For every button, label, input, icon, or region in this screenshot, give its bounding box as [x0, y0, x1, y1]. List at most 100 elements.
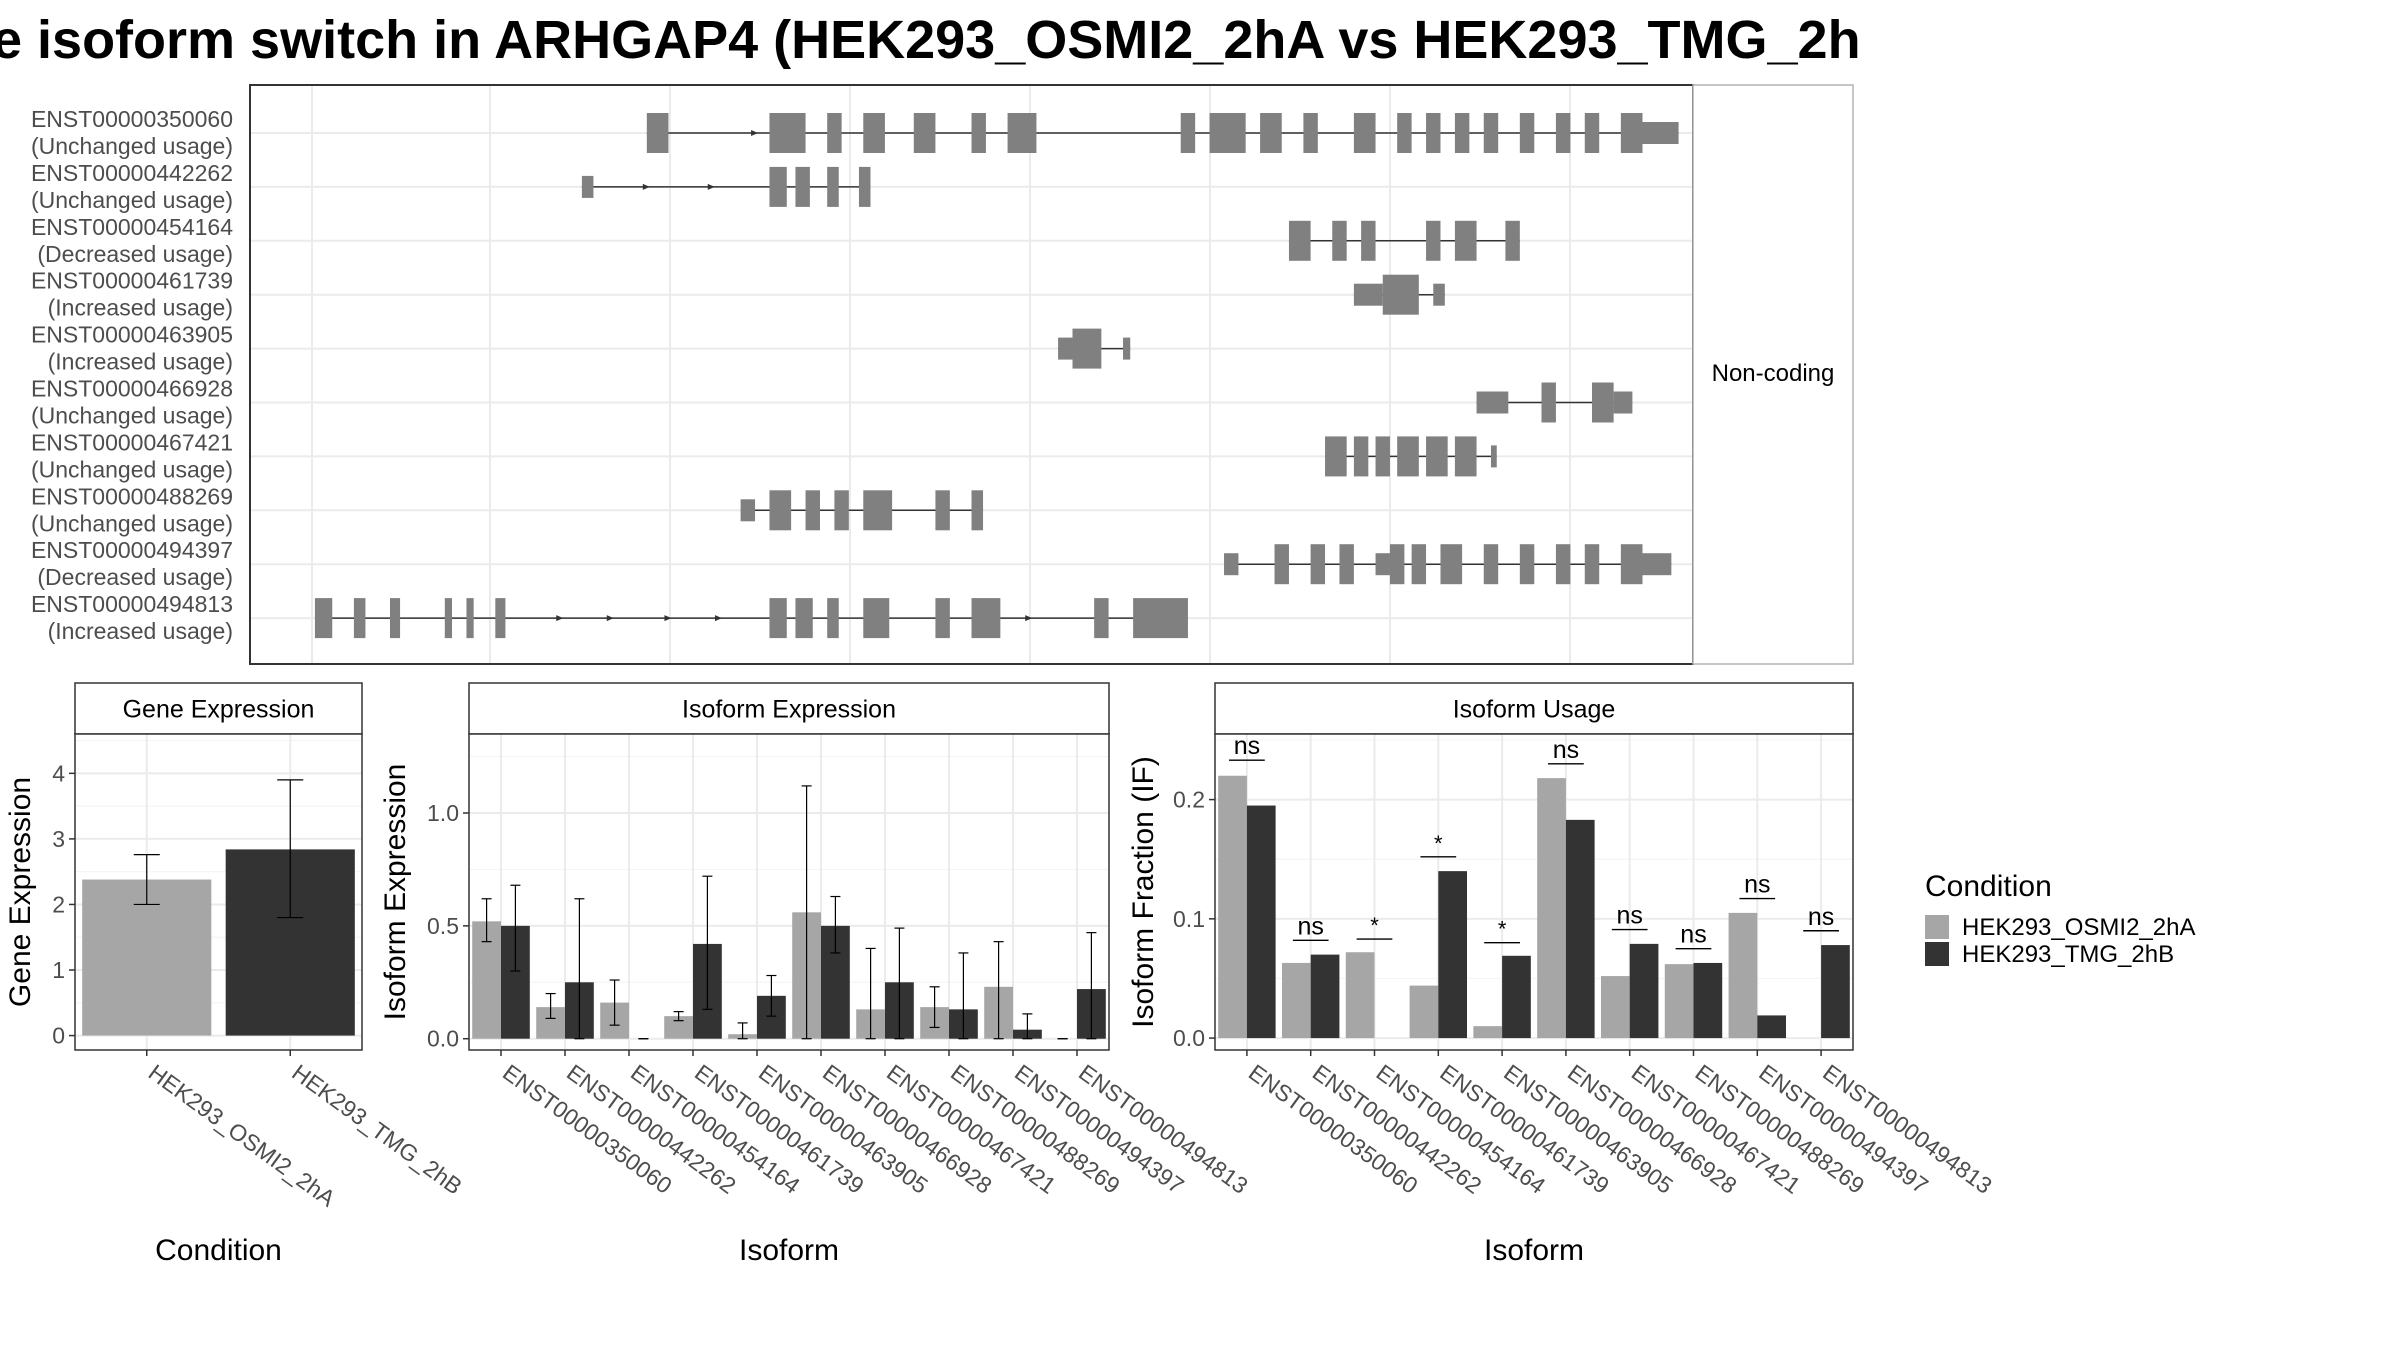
exon-block — [1426, 220, 1441, 261]
significance-label: ns — [1297, 912, 1323, 940]
y-axis-title: Gene Expression — [4, 777, 37, 1007]
exon-block — [1476, 391, 1509, 414]
exon-block — [1591, 382, 1614, 423]
exon-block — [581, 175, 594, 198]
bar — [1473, 1026, 1503, 1039]
significance-label: ns — [1744, 871, 1770, 899]
exon-block — [314, 598, 333, 639]
bar — [1537, 778, 1566, 1039]
exon-block — [1133, 598, 1188, 639]
exon-block — [1325, 436, 1347, 477]
x-axis-title: Condition — [155, 1234, 282, 1267]
legend-swatch — [1925, 915, 1949, 939]
bar — [1821, 945, 1850, 1039]
exon-block — [740, 499, 756, 522]
exon-block — [1642, 122, 1679, 144]
exon-block — [1332, 220, 1347, 261]
exon-block — [1584, 544, 1600, 585]
isoform-usage-label: (Increased usage) — [48, 295, 233, 321]
bar — [1218, 775, 1247, 1039]
isoform-usage-label: (Unchanged usage) — [31, 133, 233, 159]
exon-block — [1389, 544, 1405, 585]
significance-label: ns — [1808, 903, 1834, 931]
isoform-id-label: ENST00000463905 — [31, 322, 233, 348]
exon-block — [827, 113, 842, 153]
exon-block — [1620, 544, 1643, 585]
exon-block — [1397, 113, 1412, 153]
exon-block — [769, 490, 792, 531]
exon-block — [1555, 113, 1571, 153]
exon-block — [1584, 113, 1600, 153]
bar — [1310, 954, 1340, 1039]
isoform-id-label: ENST00000494813 — [31, 591, 233, 617]
exon-block — [971, 598, 1001, 639]
bar — [1281, 962, 1311, 1039]
isoform-id-label: ENST00000466928 — [31, 376, 233, 402]
bar — [1728, 912, 1758, 1039]
isoform-usage-label: (Increased usage) — [48, 618, 233, 644]
panel-strip — [468, 682, 1110, 735]
strand-arrow — [664, 615, 672, 622]
plot-border — [468, 733, 1110, 1051]
isoform-usage-label: (Increased usage) — [48, 349, 233, 375]
exon-block — [1058, 337, 1073, 360]
exon-block — [1454, 220, 1477, 261]
isoform-id-label: ENST00000461739 — [31, 268, 233, 294]
exon-block — [805, 490, 820, 531]
exon-block — [1642, 553, 1672, 576]
bar — [1438, 871, 1468, 1039]
exon-block — [1397, 436, 1419, 477]
exon-block — [1274, 544, 1289, 585]
exon-block — [913, 113, 936, 153]
exon-block — [1454, 436, 1477, 477]
bar — [1600, 976, 1630, 1039]
isoform-structure-panel: ENST00000350060(Unchanged usage)ENST0000… — [31, 84, 1854, 665]
exon-block — [1426, 113, 1441, 153]
isoform-usage-label: (Decreased usage) — [37, 564, 233, 590]
isoform-usage-label: (Unchanged usage) — [31, 187, 233, 213]
exon-block — [1353, 436, 1369, 477]
y-tick-label: 0.5 — [427, 913, 459, 939]
exon-block — [1440, 544, 1463, 585]
exon-block — [1007, 113, 1037, 153]
exon-block — [1483, 113, 1499, 153]
exon-block — [1519, 113, 1535, 153]
y-tick-label: 0 — [52, 1023, 65, 1049]
y-tick-label: 3 — [52, 826, 65, 852]
exon-block — [863, 113, 885, 153]
exon-block — [1353, 283, 1383, 306]
exon-block — [1620, 113, 1643, 153]
isoform-usage-label: (Unchanged usage) — [31, 510, 233, 536]
exon-block — [769, 113, 806, 153]
y-tick-label: 1 — [52, 957, 65, 983]
isoform-usage-label: (Unchanged usage) — [31, 403, 233, 429]
bar — [1757, 1015, 1787, 1039]
exon-block — [1361, 220, 1376, 261]
exon-block — [1310, 544, 1326, 585]
exon-block — [858, 166, 871, 207]
exon-block — [1555, 544, 1571, 585]
exon-block — [971, 113, 986, 153]
exon-block — [1411, 544, 1427, 585]
bar — [664, 1016, 693, 1039]
exon-block — [1382, 274, 1419, 315]
significance-label: * — [1434, 831, 1443, 856]
bar — [1246, 805, 1276, 1039]
exon-block — [1303, 113, 1318, 153]
exon-block — [935, 598, 950, 639]
facet-strip — [1692, 84, 1854, 665]
exon-block — [1224, 553, 1239, 576]
significance-label: * — [1370, 913, 1379, 938]
y-axis-title: Isoform Expression — [379, 764, 412, 1021]
isoform-id-label: ENST00000454164 — [31, 214, 233, 240]
x-axis-title: Isoform — [739, 1234, 839, 1267]
y-tick-label: 1.0 — [427, 800, 459, 826]
exon-block — [795, 598, 813, 639]
significance-label: ns — [1553, 736, 1579, 764]
y-tick-label: 0.0 — [427, 1026, 459, 1052]
exon-block — [769, 598, 787, 639]
bar — [1345, 952, 1375, 1039]
y-tick-label: 0.2 — [1173, 787, 1205, 813]
